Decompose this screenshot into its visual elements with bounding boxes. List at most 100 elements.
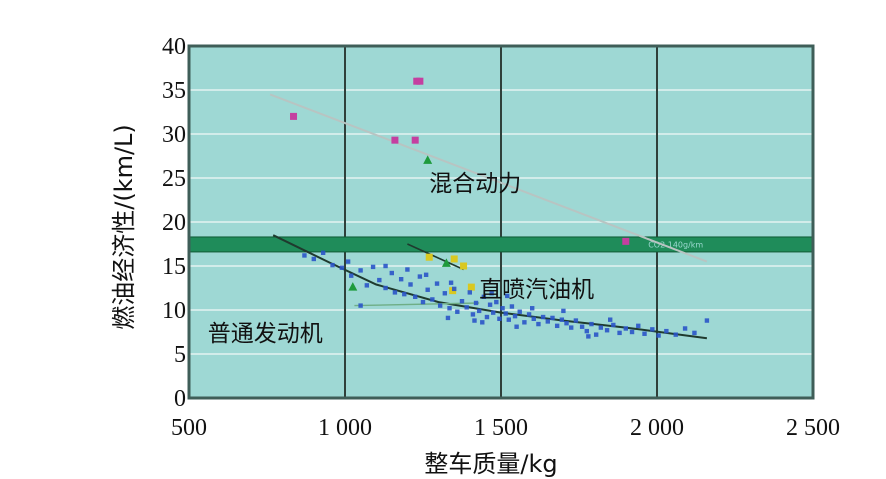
data-point	[503, 311, 508, 316]
data-point	[656, 333, 661, 338]
x-tick-label: 1 500	[474, 415, 528, 441]
data-point	[416, 77, 424, 85]
x-tick-label: 1 000	[318, 415, 372, 441]
data-point	[441, 258, 451, 267]
data-point	[522, 320, 527, 325]
data-point	[408, 282, 413, 287]
data-point	[447, 306, 452, 311]
data-point	[487, 302, 493, 307]
data-point	[476, 308, 482, 314]
data-point	[509, 304, 515, 309]
data-point	[448, 280, 454, 285]
x-axis-title: 整车质量/kg	[424, 450, 557, 478]
data-point	[467, 290, 472, 295]
data-point	[423, 272, 429, 277]
data-point	[472, 318, 477, 323]
data-points	[290, 77, 710, 339]
y-tick-label: 15	[162, 254, 186, 280]
data-point	[450, 255, 458, 263]
data-point	[664, 328, 669, 334]
data-point	[411, 136, 419, 144]
data-point	[442, 291, 448, 296]
data-point	[473, 300, 479, 306]
y-tick-label: 10	[162, 298, 186, 324]
annotation-label: 混合动力	[429, 171, 521, 197]
data-point	[536, 321, 541, 327]
data-point	[370, 264, 376, 270]
data-point	[650, 327, 655, 332]
data-point	[420, 299, 426, 305]
data-point	[489, 291, 494, 296]
data-point	[629, 329, 635, 335]
trendline-hybrid	[269, 93, 708, 263]
data-point	[460, 262, 468, 270]
y-tick-label: 35	[162, 78, 186, 104]
data-point	[348, 282, 358, 291]
data-point	[425, 253, 433, 261]
y-tick-label: 0	[174, 386, 186, 412]
data-point	[500, 306, 505, 311]
data-point	[494, 299, 499, 305]
data-point	[505, 293, 510, 299]
co2-band-label: CO2 140g/km	[648, 240, 703, 249]
data-point	[682, 326, 688, 331]
data-point	[617, 330, 622, 336]
data-point	[564, 321, 569, 326]
data-point	[545, 319, 550, 324]
data-point	[345, 259, 351, 264]
data-point	[480, 320, 485, 325]
y-axis-title: 燃油经济性/(km/L)	[110, 124, 138, 330]
data-point	[389, 270, 394, 276]
data-point	[642, 331, 647, 336]
data-point	[622, 237, 630, 245]
data-point	[526, 312, 532, 317]
data-point	[413, 294, 418, 299]
data-point	[349, 273, 354, 278]
data-point	[623, 326, 628, 331]
data-point	[608, 317, 613, 322]
y-tick-label: 30	[162, 122, 186, 148]
data-point	[484, 314, 490, 320]
data-point	[445, 315, 451, 321]
data-point	[358, 268, 363, 273]
data-point	[611, 322, 616, 328]
data-point	[531, 316, 536, 321]
data-point	[512, 313, 518, 319]
data-point	[550, 315, 555, 321]
y-tick-label: 20	[162, 210, 186, 236]
data-point	[320, 250, 326, 255]
data-point	[579, 324, 585, 329]
y-tick-label: 40	[162, 34, 186, 60]
y-tick-label: 5	[174, 342, 186, 368]
data-point	[302, 253, 307, 258]
data-point	[425, 287, 430, 292]
x-axis-ticks: 500 1 000 1 500 2 000 2 500	[171, 415, 840, 441]
data-point	[569, 325, 574, 330]
data-point	[589, 321, 594, 327]
data-point	[636, 323, 641, 329]
data-point	[290, 112, 298, 120]
y-tick-label: 25	[162, 166, 186, 192]
data-point	[430, 297, 435, 302]
data-point	[604, 328, 610, 333]
data-point	[417, 274, 423, 279]
data-point	[481, 294, 487, 299]
data-point	[311, 256, 316, 262]
trendline-gdi-lower	[354, 302, 480, 307]
data-point	[405, 267, 410, 272]
plot-frame	[187, 44, 815, 400]
x-tick-label: 2 000	[630, 415, 684, 441]
data-point	[593, 332, 599, 337]
data-point	[459, 299, 465, 304]
data-point	[673, 332, 678, 337]
data-point	[573, 318, 579, 323]
data-point	[330, 262, 335, 268]
data-point	[402, 291, 407, 297]
data-point	[506, 317, 511, 322]
x-tick-label: 500	[171, 415, 207, 441]
data-point	[586, 334, 591, 339]
data-point	[514, 324, 519, 329]
data-point	[423, 155, 433, 164]
data-point	[364, 283, 370, 288]
y-axis-ticks: 0 5 10 15 20 25 30 35 40	[162, 34, 186, 412]
